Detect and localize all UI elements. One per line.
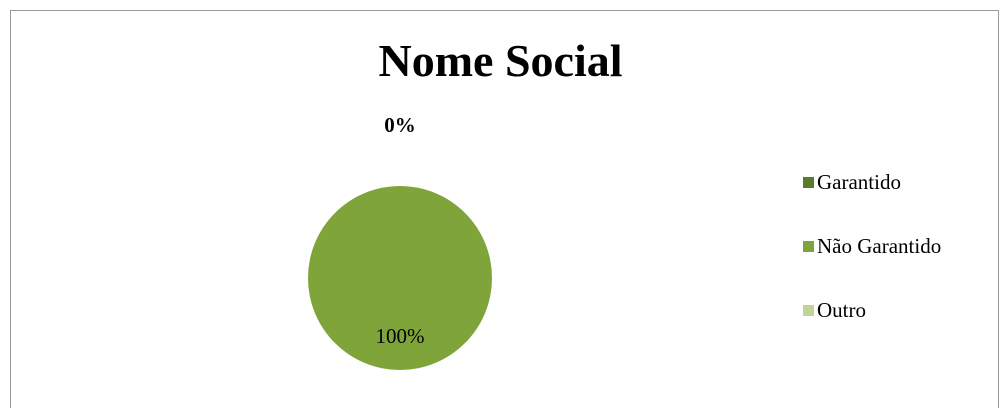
legend-item-nao-garantido: Não Garantido [803,214,941,278]
legend: Garantido Não Garantido Outro [803,150,941,342]
chart-frame [10,10,999,408]
data-label-nao-garantido: 100% [376,324,425,348]
legend-swatch-nao-garantido [803,240,814,252]
data-label-garantido: 0% [384,113,416,137]
legend-label-garantido: Garantido [817,169,901,194]
pie-slices [308,186,492,370]
legend-label-outro: Outro [817,297,866,322]
legend-item-outro: Outro [803,278,941,342]
legend-swatch-outro [803,304,814,316]
chart-title: Nome Social [378,35,623,86]
pie-slice-n-o-garantido [308,186,492,370]
legend-label-nao-garantido: Não Garantido [817,233,942,258]
legend-swatch-garantido [803,176,814,188]
legend-item-garantido: Garantido [803,150,941,214]
